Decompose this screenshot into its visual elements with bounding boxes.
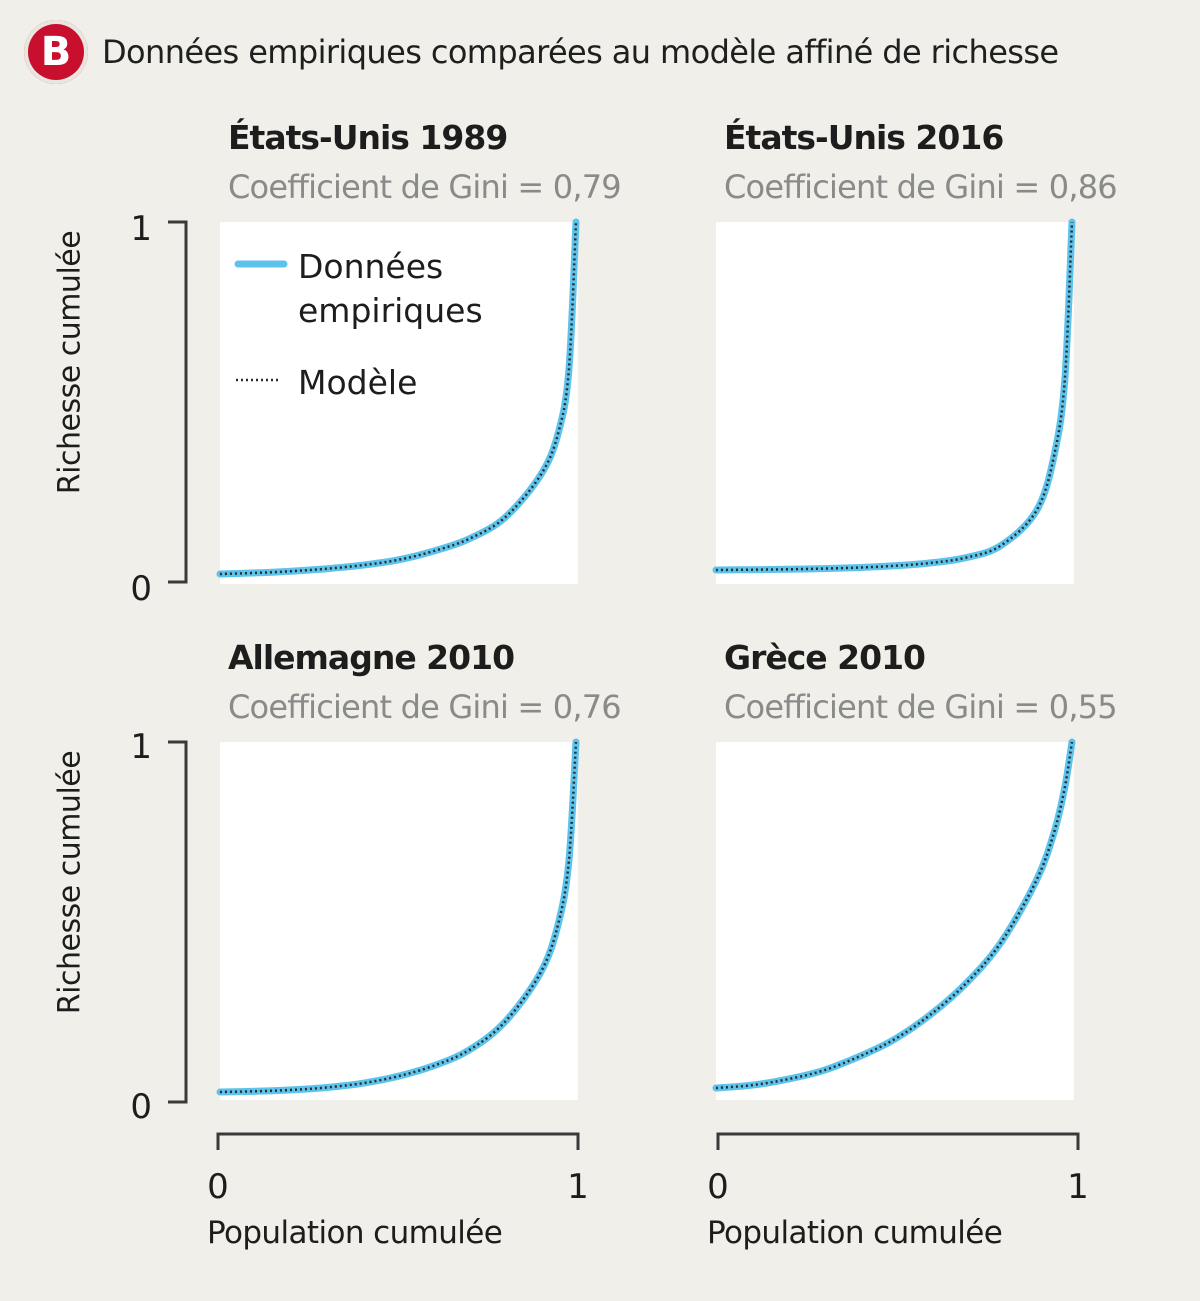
x-tick-left-1: 1: [567, 1167, 589, 1207]
plot-area-usa-1989: [220, 222, 578, 584]
legend-empirical-label-line2: empiriques: [298, 291, 483, 330]
panel-title-germany-2010: Allemagne 2010: [228, 638, 515, 677]
panel-gini-greece-2010: Coefficient de Gini = 0,55: [724, 688, 1118, 726]
model-curve-greece-2010: [715, 741, 1074, 1090]
y-axis-bottom: [168, 740, 188, 1104]
model-curve-germany-2010: [219, 741, 578, 1094]
model-curve-usa-2016: [715, 221, 1074, 572]
y-tick-top-0: 0: [130, 569, 152, 609]
figure-title: Données empiriques comparées au modèle a…: [102, 33, 1059, 71]
y-tick-bottom-1: 1: [130, 727, 152, 767]
panel-gini-usa-2016: Coefficient de Gini = 0,86: [724, 168, 1118, 206]
x-axis-right: [716, 1132, 1080, 1150]
x-axis-left: [216, 1132, 580, 1150]
legend-model-label: Modèle: [298, 363, 417, 402]
panel-gini-germany-2010: Coefficient de Gini = 0,76: [228, 688, 622, 726]
y-tick-bottom-0: 0: [130, 1087, 152, 1127]
figure-header: B Données empiriques comparées au modèle…: [24, 20, 1059, 84]
x-axis-label-right: Population cumulée: [707, 1215, 1003, 1251]
panel-title-usa-1989: États-Unis 1989: [228, 118, 508, 157]
x-tick-right-0: 0: [707, 1167, 729, 1207]
legend-empirical-label-line1: Données: [298, 247, 443, 286]
model-curve-usa-1989: [219, 221, 578, 576]
panel-title-usa-2016: États-Unis 2016: [724, 118, 1004, 157]
panel-title-greece-2010: Grèce 2010: [724, 638, 926, 677]
y-tick-top-1: 1: [130, 209, 152, 249]
panel-gini-usa-1989: Coefficient de Gini = 0,79: [228, 168, 622, 206]
plot-area-usa-2016: [716, 222, 1074, 584]
plot-area-greece-2010: [716, 742, 1074, 1100]
panel-badge: B: [24, 20, 88, 84]
x-tick-right-1: 1: [1067, 1167, 1089, 1207]
y-axis-top: [168, 220, 188, 584]
x-axis-label-left: Population cumulée: [207, 1215, 503, 1251]
plot-area-germany-2010: [220, 742, 578, 1100]
x-tick-left-0: 0: [207, 1167, 229, 1207]
